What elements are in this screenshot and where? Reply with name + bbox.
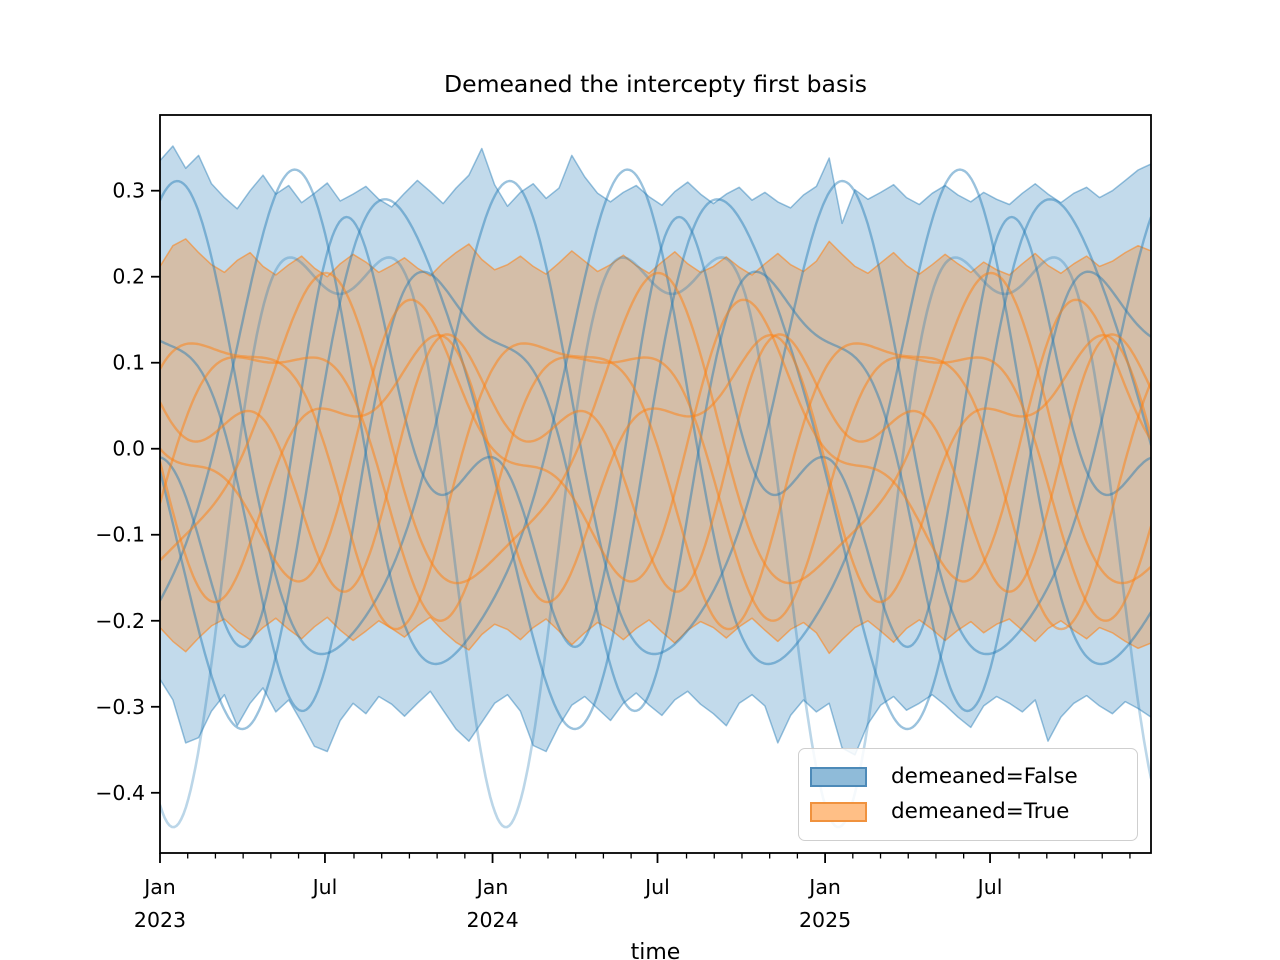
legend-swatch-demeaned-true-icon bbox=[810, 801, 867, 822]
sample-line bbox=[160, 333, 1151, 604]
legend-item-demeaned-false: demeaned=False bbox=[810, 766, 1137, 788]
band-lower-edge bbox=[160, 678, 1151, 756]
sample-line bbox=[160, 168, 1151, 666]
x-axis: Jan 2023 Jul Jan 2024 Jul Jan 2025 Jul bbox=[134, 853, 1131, 932]
sample-line bbox=[160, 356, 1151, 622]
y-tick-label: −0.2 bbox=[95, 609, 145, 633]
sample-line bbox=[160, 215, 1151, 649]
y-tick-label: 0.1 bbox=[112, 351, 145, 375]
x-axis-label: time bbox=[630, 940, 681, 960]
x-tick-label: Jan bbox=[475, 875, 509, 899]
sample-line bbox=[160, 298, 1151, 583]
axes-spines bbox=[159, 114, 1152, 854]
x-tick-label: Jul bbox=[976, 875, 1003, 899]
y-tick-label: 0.2 bbox=[112, 265, 145, 289]
sample-line bbox=[160, 271, 1151, 585]
band-lower-edge bbox=[160, 616, 1151, 655]
x-tick-label: Jan bbox=[807, 875, 841, 899]
x-tick-year-label: 2025 bbox=[799, 908, 851, 932]
band-upper-edge bbox=[160, 238, 1151, 278]
sample-line bbox=[160, 198, 1151, 731]
legend-label-demeaned-false: demeaned=False bbox=[891, 764, 1078, 790]
x-tick-year-label: 2024 bbox=[466, 908, 518, 932]
y-tick-label: −0.3 bbox=[95, 695, 145, 719]
sample-lines-demeaned-false bbox=[160, 168, 1151, 829]
x-tick-label: Jan bbox=[142, 875, 176, 899]
legend-item-demeaned-true: demeaned=True bbox=[810, 801, 1137, 823]
sample-line bbox=[160, 179, 1151, 656]
chart-title: Demeaned the intercepty first basis bbox=[444, 70, 867, 98]
x-tick-year-label: 2023 bbox=[134, 908, 186, 932]
sample-line bbox=[160, 270, 1151, 713]
hdi-band-demeaned-false bbox=[160, 145, 1151, 756]
x-tick-label: Jul bbox=[311, 875, 338, 899]
sample-line bbox=[160, 342, 1151, 631]
sample-line bbox=[160, 333, 1151, 593]
legend-label-demeaned-true: demeaned=True bbox=[891, 799, 1070, 825]
y-axis: 0.3 0.2 0.1 0.0 −0.1 −0.2 −0.3 −0.4 bbox=[95, 179, 160, 805]
sample-line bbox=[160, 256, 1151, 829]
y-tick-label: −0.4 bbox=[95, 781, 145, 805]
y-tick-label: 0.0 bbox=[112, 437, 145, 461]
y-tick-label: −0.1 bbox=[95, 523, 145, 547]
legend-swatch-demeaned-false-icon bbox=[810, 767, 867, 788]
sample-lines-demeaned-true bbox=[160, 271, 1151, 631]
band-upper-edge bbox=[160, 145, 1151, 225]
hdi-band-demeaned-true bbox=[160, 238, 1151, 655]
legend: demeaned=False demeaned=True bbox=[798, 748, 1138, 841]
plot-contents bbox=[160, 145, 1151, 829]
x-tick-label: Jul bbox=[643, 875, 670, 899]
y-tick-label: 0.3 bbox=[112, 179, 145, 203]
